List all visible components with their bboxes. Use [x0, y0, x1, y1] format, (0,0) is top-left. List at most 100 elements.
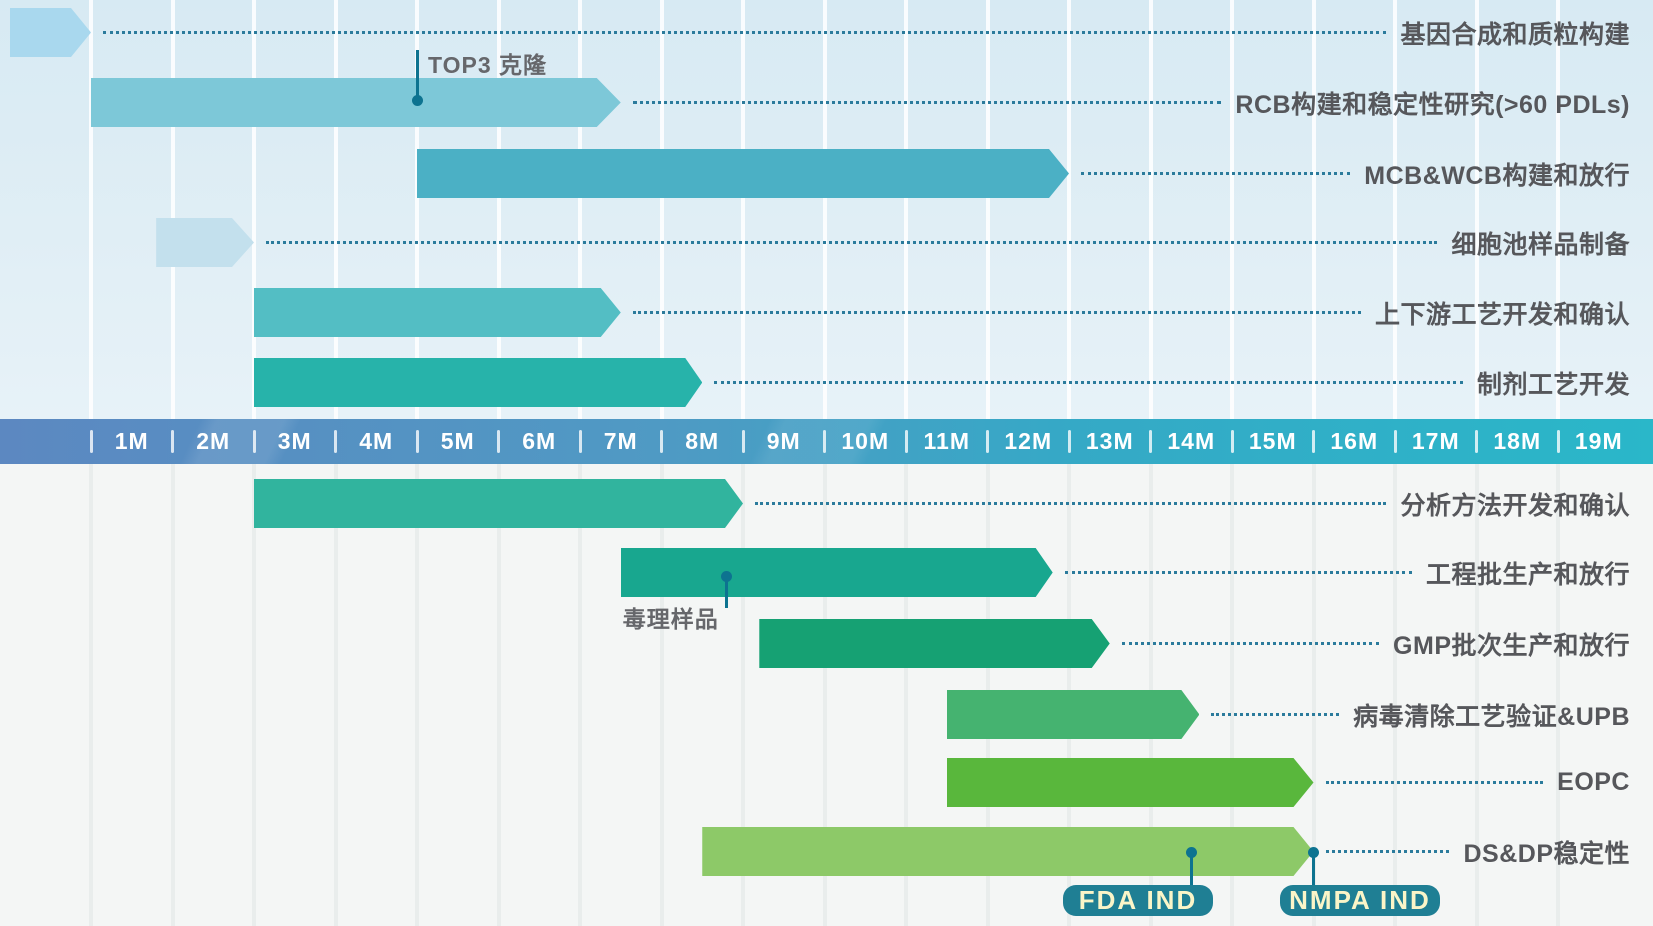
task-label-row: MCB&WCB构建和放行: [1081, 149, 1630, 198]
milestone-label: 毒理样品: [622, 606, 719, 632]
month-gridline-upper: [659, 0, 664, 419]
axis-tick: [252, 430, 256, 453]
task-bar: [947, 758, 1314, 807]
task-label-row: 病毒清除工艺验证&UPB: [1211, 690, 1630, 739]
milestone-badge: NMPA IND: [1280, 885, 1440, 916]
task-label: 基因合成和质粒构建: [1400, 20, 1630, 49]
month-gridline-lower: [89, 464, 93, 926]
month-gridline-lower: [1474, 464, 1479, 926]
month-gridline-lower: [1556, 464, 1560, 926]
task-label: 上下游工艺开发和确认: [1374, 300, 1630, 329]
axis-month-label: 15M: [1248, 428, 1297, 454]
axis-tick: [904, 430, 908, 453]
month-gridline-upper: [904, 0, 908, 419]
month-gridline-lower: [822, 464, 827, 926]
task-label-row: 工程批生产和放行: [1064, 548, 1630, 597]
leader-dotted-line: [103, 31, 1387, 34]
axis-tick: [1312, 430, 1315, 453]
month-gridline-upper: [496, 0, 501, 419]
month-gridline-upper: [333, 0, 338, 419]
task-bar: [254, 358, 702, 407]
axis-month-label: 5M: [440, 428, 475, 454]
task-label: 工程批生产和放行: [1425, 560, 1630, 589]
axis-month-label: 1M: [114, 428, 149, 454]
month-gridline-upper: [822, 0, 827, 419]
axis-month-label: 16M: [1330, 428, 1379, 454]
month-gridline-lower: [741, 464, 745, 926]
month-gridline-upper: [1311, 0, 1316, 419]
task-label: 制剂工艺开发: [1476, 370, 1630, 399]
axis-month-label: 11M: [923, 428, 970, 454]
month-gridline-upper: [1474, 0, 1479, 419]
task-label: EOPC: [1557, 768, 1630, 796]
axis-tick: [497, 430, 500, 453]
timeline-axis: [0, 419, 1653, 464]
month-gridline-lower: [415, 464, 419, 926]
month-gridline-lower: [904, 464, 908, 926]
month-gridline-lower: [1311, 464, 1316, 926]
month-gridline-lower: [252, 464, 256, 926]
leader-dotted-line: [714, 381, 1463, 384]
task-label-row: 上下游工艺开发和确认: [632, 288, 1630, 337]
axis-month-label: 3M: [277, 428, 312, 454]
axis-month-label: 14M: [1167, 428, 1216, 454]
milestone-label: TOP3 克隆: [428, 52, 548, 78]
month-gridline-upper: [252, 0, 256, 419]
task-bar: [417, 149, 1069, 198]
task-bar: [91, 78, 621, 127]
axis-month-label: 18M: [1493, 428, 1542, 454]
task-label: GMP批次生产和放行: [1393, 631, 1630, 660]
leader-dotted-line: [632, 101, 1222, 104]
leader-dotted-line: [1081, 172, 1351, 175]
task-label: 分析方法开发和确认: [1400, 491, 1630, 520]
milestone-pin-line: [725, 576, 729, 608]
month-gridline-upper: [1393, 0, 1397, 419]
leader-dotted-line: [1325, 850, 1450, 853]
axis-tick: [1230, 430, 1234, 453]
month-gridline-lower: [496, 464, 501, 926]
month-gridline-lower: [333, 464, 338, 926]
axis-tick: [89, 430, 93, 453]
axis-tick: [334, 430, 337, 453]
task-label-row: EOPC: [1325, 758, 1631, 807]
month-gridline-upper: [89, 0, 93, 419]
month-gridline-upper: [1556, 0, 1560, 419]
axis-tick: [1393, 430, 1397, 453]
axis-month-label: 12M: [1004, 428, 1053, 454]
axis-month-label: 19M: [1574, 428, 1623, 454]
task-label-row: RCB构建和稳定性研究(>60 PDLs): [632, 78, 1630, 127]
month-gridline-lower: [1230, 464, 1234, 926]
leader-dotted-line: [632, 311, 1361, 314]
axis-tick: [1556, 430, 1560, 453]
milestone-badge: FDA IND: [1063, 885, 1213, 916]
axis-month-label: 13M: [1085, 428, 1134, 454]
axis-month-label: 10M: [841, 428, 890, 454]
axis-month-label: 4M: [359, 428, 394, 454]
task-label: MCB&WCB构建和放行: [1364, 161, 1630, 190]
axis-tick: [741, 430, 745, 453]
task-bar: [254, 288, 621, 337]
leader-dotted-line: [1064, 571, 1412, 574]
task-label-row: 分析方法开发和确认: [755, 479, 1630, 528]
axis-month-label: 6M: [522, 428, 557, 454]
axis-tick: [578, 430, 582, 453]
month-gridline-upper: [985, 0, 990, 419]
task-label-row: 细胞池样品制备: [266, 218, 1630, 267]
leader-dotted-line: [755, 502, 1387, 505]
task-bar: [156, 218, 254, 267]
leader-dotted-line: [1325, 781, 1544, 784]
axis-tick: [660, 430, 663, 453]
axis-tick: [823, 430, 826, 453]
month-gridline-lower: [578, 464, 582, 926]
axis-month-label: 2M: [196, 428, 231, 454]
task-bar: [10, 8, 92, 57]
month-gridline-lower: [659, 464, 664, 926]
task-bar: [759, 619, 1109, 668]
axis-tick: [1067, 430, 1071, 453]
axis-tick: [1149, 430, 1152, 453]
leader-dotted-line: [1211, 713, 1340, 716]
task-label: 病毒清除工艺验证&UPB: [1353, 702, 1630, 731]
milestone-pin-line: [415, 50, 419, 100]
leader-dotted-line: [266, 241, 1438, 244]
